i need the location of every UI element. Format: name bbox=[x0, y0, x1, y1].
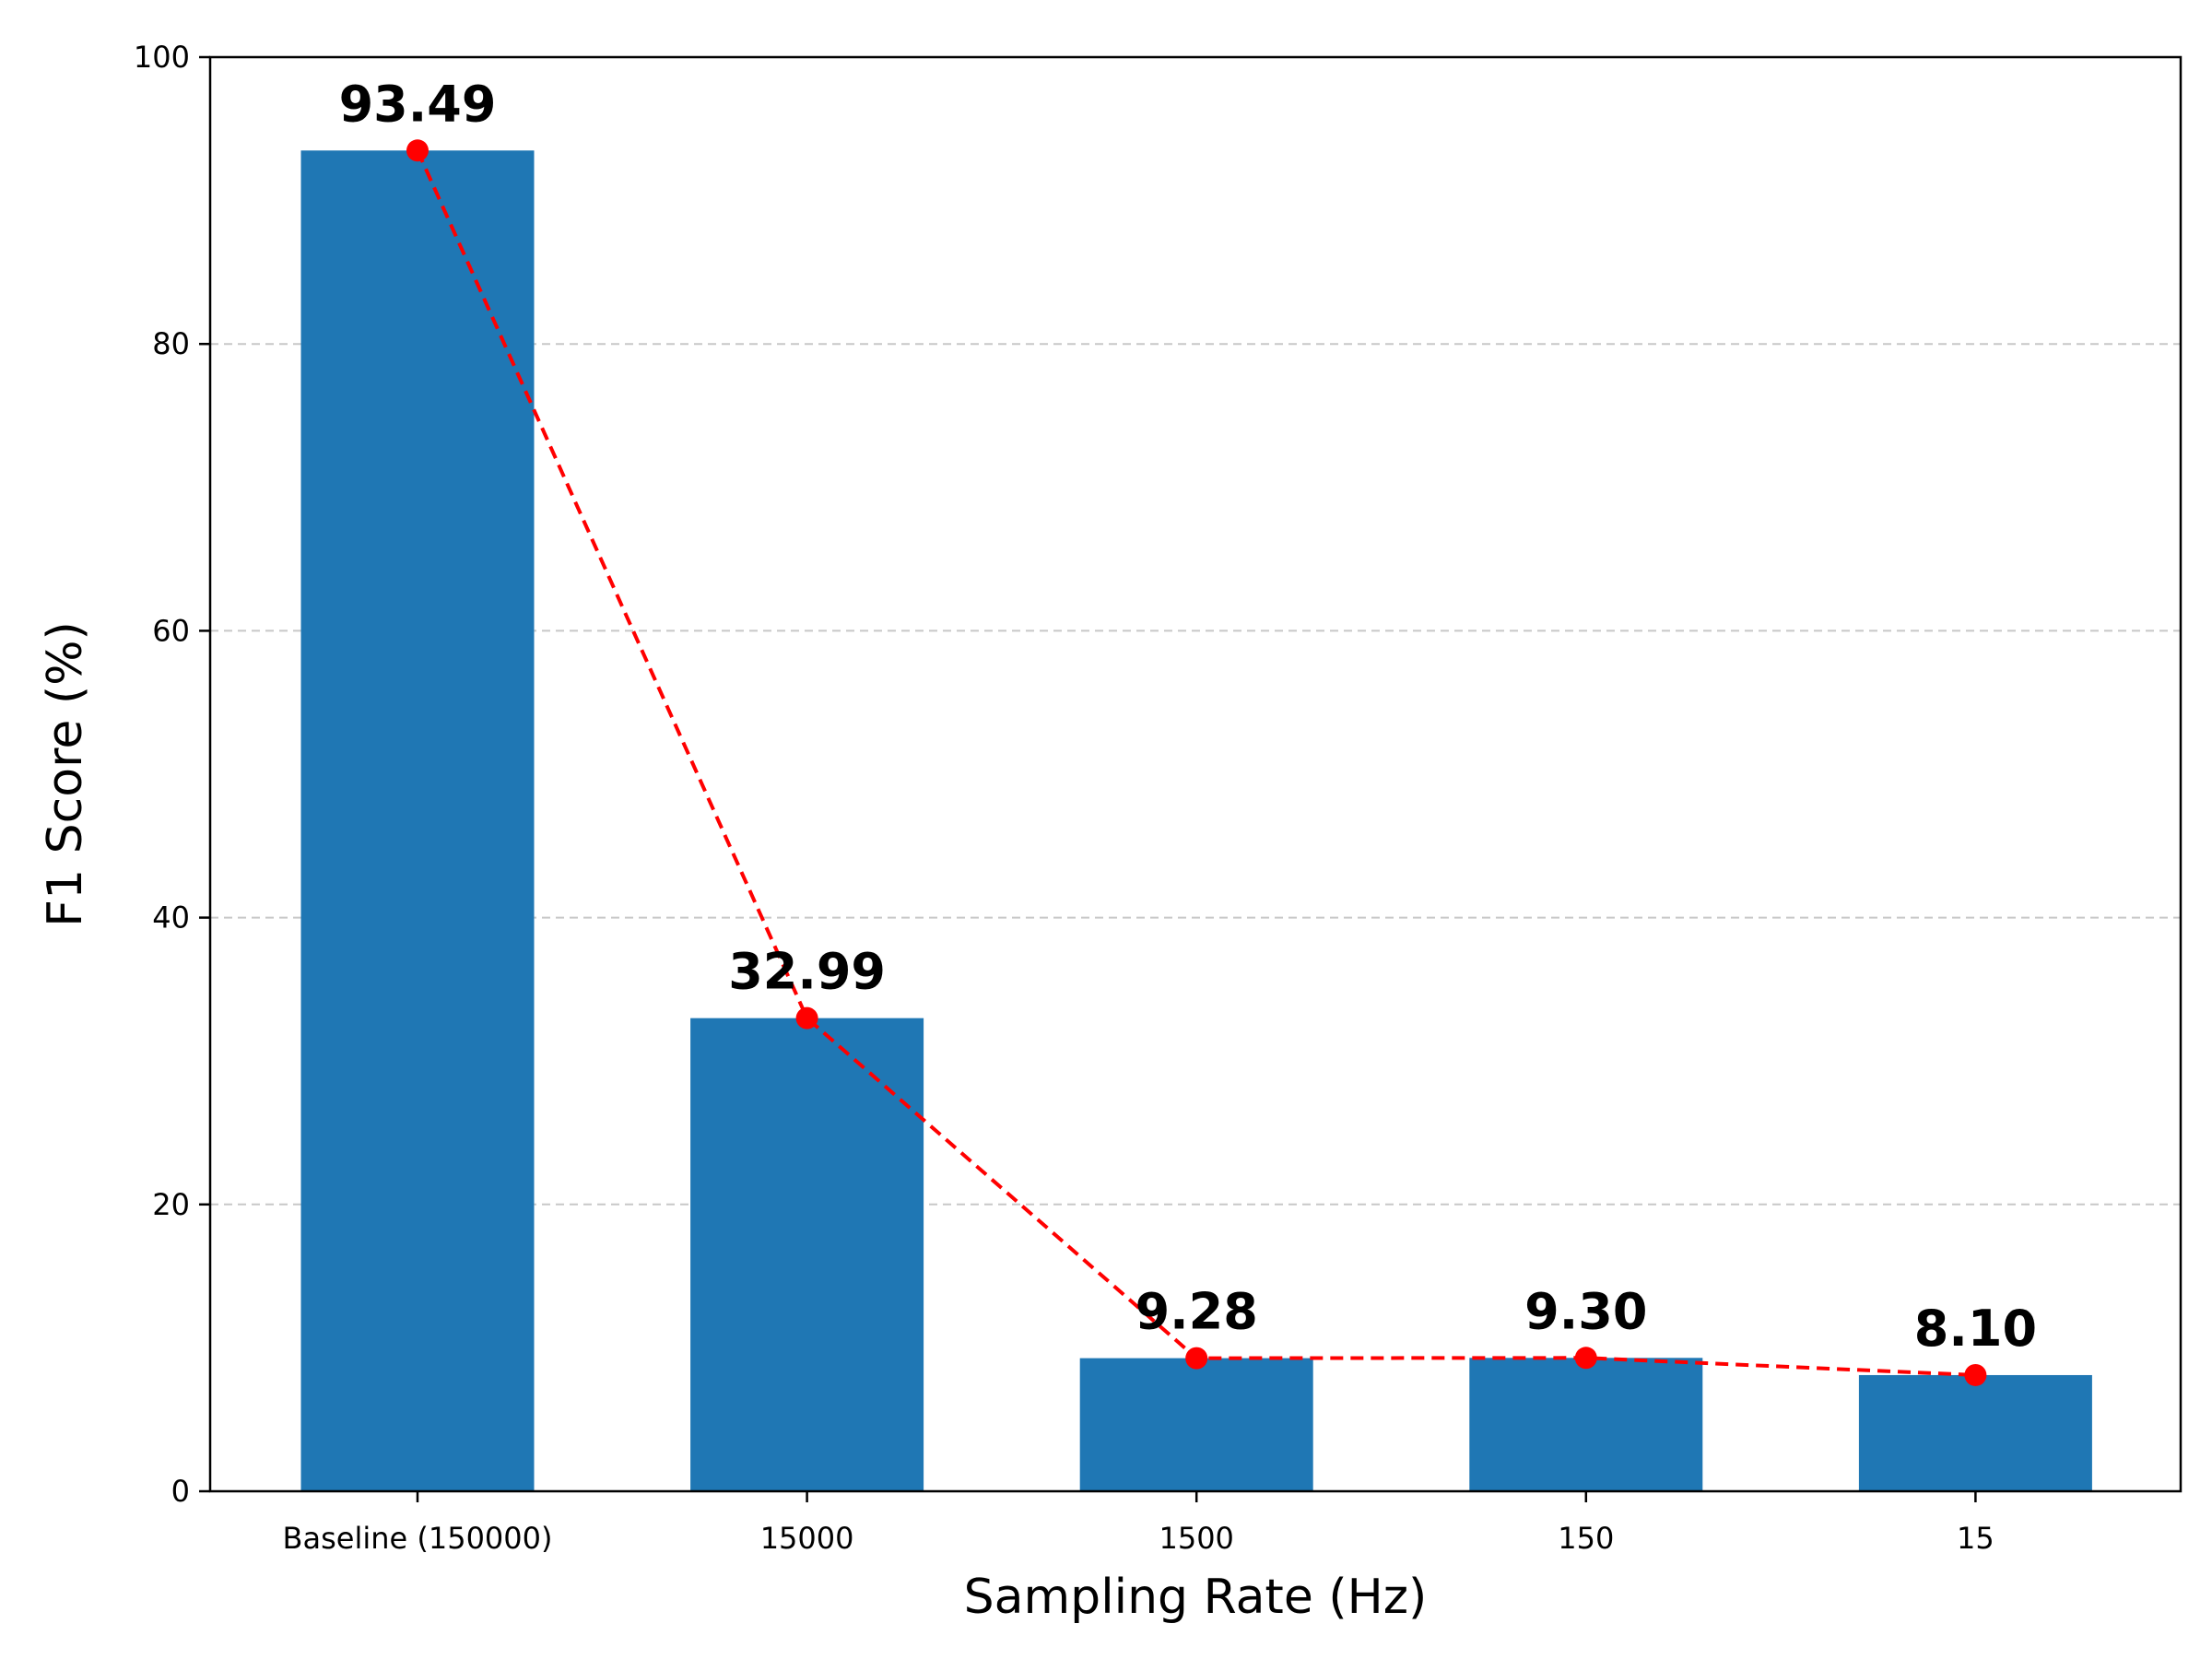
x-tick-label: 150 bbox=[1558, 1521, 1614, 1556]
data-label: 9.28 bbox=[1135, 1283, 1258, 1341]
data-label: 8.10 bbox=[1914, 1300, 2037, 1358]
data-label: 32.99 bbox=[728, 943, 886, 1001]
trend-marker bbox=[795, 1006, 818, 1030]
data-label: 9.30 bbox=[1524, 1282, 1647, 1340]
labels: 0 20 40 60 80 100 Baseline (150000) 15000 1500 15… bbox=[134, 40, 2037, 1556]
trend-marker bbox=[1964, 1363, 1987, 1386]
x-tick-label: 1500 bbox=[1159, 1521, 1233, 1556]
bar bbox=[1858, 1374, 2092, 1491]
data-label: 93.49 bbox=[339, 75, 497, 133]
trend-marker bbox=[406, 139, 429, 162]
x-tick-label: 15 bbox=[1957, 1521, 1994, 1556]
axes bbox=[199, 55, 2183, 1502]
bar bbox=[1079, 1358, 1313, 1491]
y-axis-title: F1 Score (%) bbox=[38, 621, 93, 927]
trend-marker bbox=[1574, 1347, 1597, 1370]
trend-line bbox=[406, 139, 1987, 1386]
y-tick-label: 0 bbox=[171, 1474, 190, 1509]
bar bbox=[690, 1018, 924, 1491]
x-tick-label: Baseline (150000) bbox=[283, 1521, 553, 1556]
y-tick-label: 80 bbox=[152, 326, 190, 361]
y-tick-label: 100 bbox=[134, 40, 190, 75]
y-tick-label: 20 bbox=[152, 1187, 190, 1222]
y-tick-label: 40 bbox=[152, 900, 190, 935]
bar bbox=[300, 150, 535, 1491]
bars bbox=[300, 150, 2092, 1491]
bar bbox=[1469, 1358, 1703, 1491]
y-tick-label: 60 bbox=[152, 613, 190, 648]
x-axis-title: Sampling Rate (Hz) bbox=[964, 1570, 1428, 1625]
trend-line-path bbox=[416, 149, 1976, 1377]
trend-marker bbox=[1185, 1347, 1208, 1370]
x-tick-label: 15000 bbox=[760, 1521, 854, 1556]
gridlines bbox=[210, 343, 2181, 1206]
